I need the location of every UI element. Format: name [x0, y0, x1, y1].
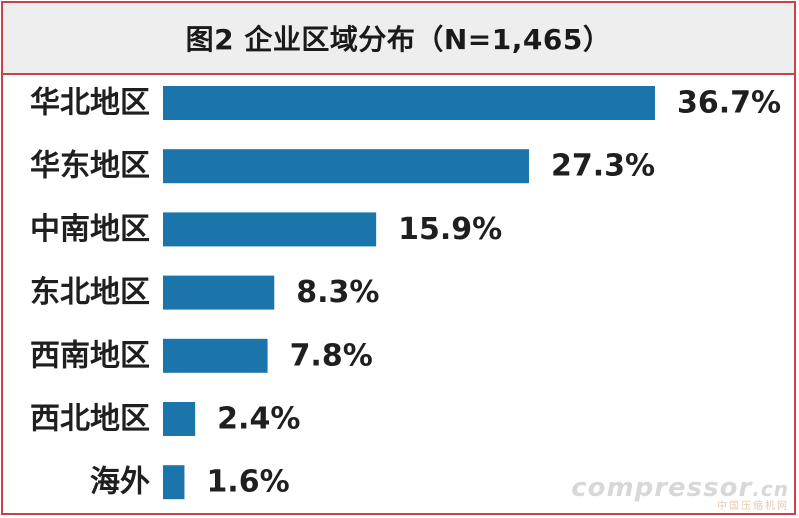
bar [163, 212, 377, 247]
value-label: 36.7% [677, 86, 781, 121]
watermark-text: compressor.cn [571, 473, 789, 503]
bar [163, 149, 529, 184]
value-label: 27.3% [551, 149, 655, 184]
value-label: 1.6% [206, 465, 289, 500]
bar [163, 465, 185, 500]
category-label: 西南地区 [30, 338, 150, 373]
value-label: 15.9% [398, 212, 502, 247]
category-label: 中南地区 [30, 212, 150, 247]
watermark-logo: compressor.cn 中国压缩机网 [571, 475, 789, 512]
value-label: 8.3% [296, 275, 379, 310]
watermark-subtext: 中国压缩机网 [717, 501, 789, 512]
category-label: 西北地区 [30, 402, 150, 437]
value-label: 2.4% [217, 402, 300, 437]
bar [163, 86, 655, 120]
bar [163, 338, 268, 373]
category-label: 海外 [90, 465, 150, 500]
chart-title: 图2 企业区域分布（N=1,465） [185, 23, 612, 56]
category-label: 东北地区 [30, 275, 150, 310]
category-label: 华东地区 [30, 149, 150, 184]
value-label: 7.8% [290, 338, 373, 373]
bar [163, 402, 196, 436]
bar [163, 275, 275, 310]
title-bar: 图2 企业区域分布（N=1,465） [3, 3, 794, 75]
category-label: 华北地区 [30, 86, 150, 121]
